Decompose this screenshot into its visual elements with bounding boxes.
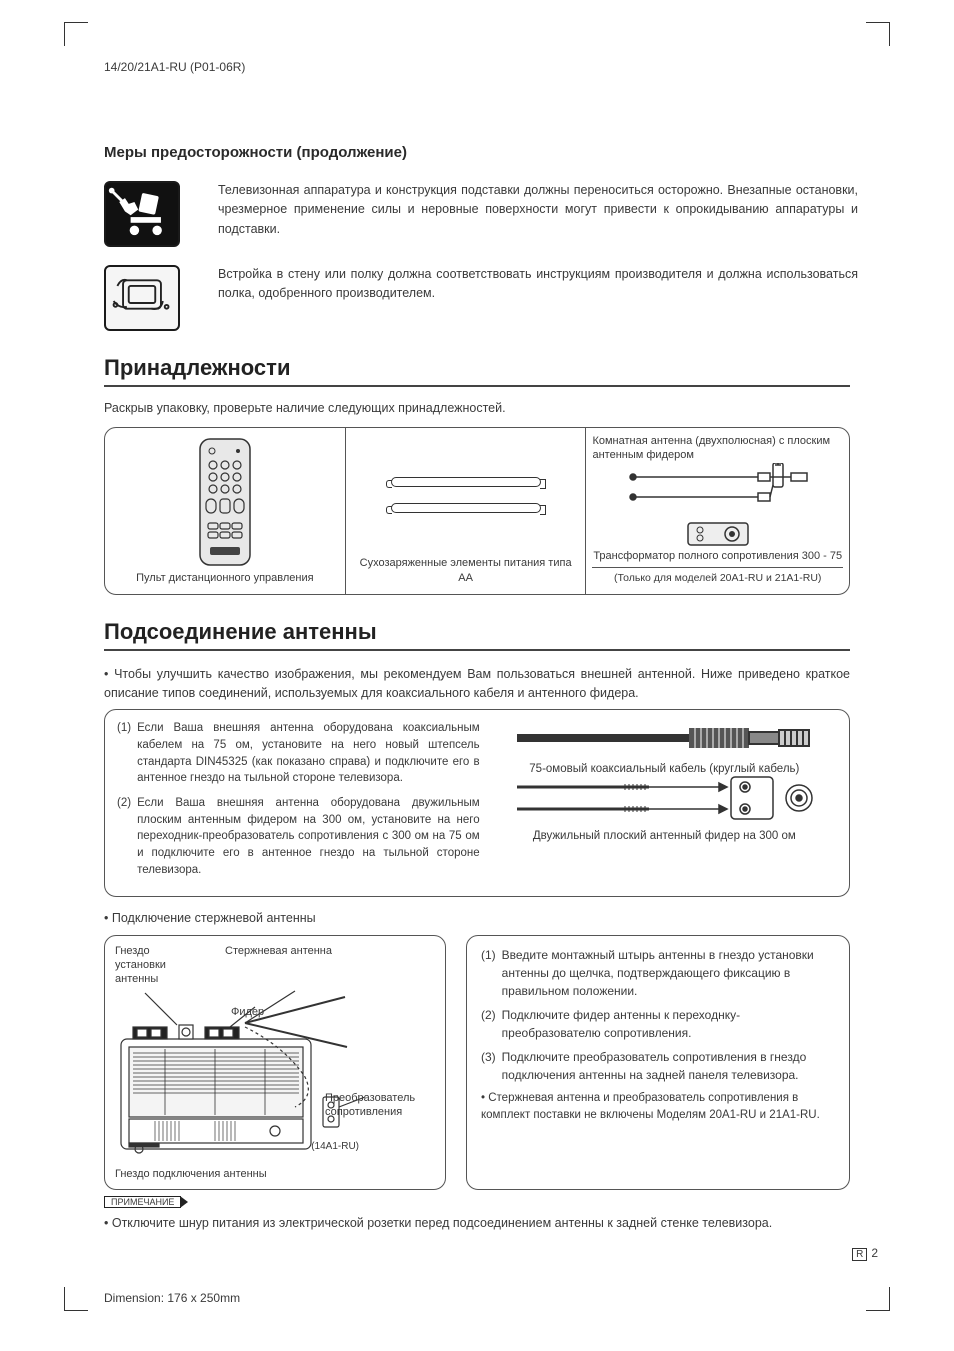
acc-batteries: Сухозаряженные элементы питания типа AA: [345, 428, 586, 594]
label-model: (14A1-RU): [311, 1140, 359, 1153]
warning-text-1: Телевизонная аппаратура и конструкция по…: [218, 181, 858, 239]
cable1-label: 75-омовый коаксиальный кабель (круглый к…: [492, 763, 837, 775]
connection-intro: Чтобы улучшить качество изображения, мы …: [104, 665, 850, 704]
rule-1: [104, 385, 850, 387]
accessories-box: Пульт дистанционного управления Сухозаря…: [104, 427, 850, 595]
acc3-mid: Трансформатор полного сопротивления 300 …: [593, 549, 842, 564]
label-antsock: Гнездо подключения антенны: [115, 1168, 267, 1180]
accessories-intro: Раскрыв упаковку, проверьте наличие след…: [104, 401, 878, 415]
label-feeder: Фидер: [231, 1005, 264, 1019]
step-num: (2): [481, 1006, 496, 1042]
rod-diagram: Гнездо установки антенны Стержневая анте…: [104, 935, 446, 1190]
section-title-precautions: Меры предосторожности (продолжение): [104, 144, 878, 161]
acc1-label: Пульт дистанционного управления: [136, 571, 314, 586]
label-socket: Гнездо установки антенны: [115, 944, 185, 987]
dipole-antenna-icon: [623, 463, 813, 519]
rod-steps: (1) Введите монтажный штырь антенны в гне…: [466, 935, 850, 1190]
rule-2: [104, 649, 850, 651]
flat-feeder-icon: [509, 775, 819, 827]
label-rod: Стержневая антенна: [225, 944, 332, 987]
connection-steps: (1) Если Ваша внешняя антенна оборудована…: [117, 720, 480, 886]
acc3-note: (Только для моделей 20A1-RU и 21A1-RU): [592, 567, 843, 585]
step-num: (3): [481, 1048, 496, 1084]
battery-icon: [391, 503, 541, 513]
rod-antenna-section: Гнездо установки антенны Стержневая анте…: [104, 935, 850, 1190]
warning-text-2: Встройка в стену или полку должна соотве…: [218, 265, 858, 304]
acc2-label: Сухозаряженные элементы питания типа AA: [352, 556, 580, 586]
tipping-cart-icon: [104, 181, 180, 247]
wall-mount-icon: [104, 265, 180, 331]
page-number: R2: [852, 1246, 878, 1261]
step-text: Если Ваша внешняя антенна оборудована дв…: [137, 795, 480, 878]
acc3-top: Комнатная антенна (двухполюсная) с плоск…: [592, 434, 843, 463]
step-text: Подключите преобразователь сопротивления…: [502, 1048, 835, 1084]
step-text: Подключите фидер антенны к переходнку-пр…: [502, 1006, 835, 1042]
step-num: (1): [117, 720, 131, 787]
accessories-heading: Принадлежности: [104, 355, 878, 381]
tv-rear-icon: [115, 987, 435, 1167]
acc-remote: Пульт дистанционного управления: [105, 428, 345, 594]
step-num: (1): [481, 946, 496, 1000]
warning-row-2: Встройка в стену или полку должна соотве…: [104, 265, 878, 331]
cable2-label: Двужильный плоский антенный фидер на 300…: [492, 830, 837, 842]
rod-note: Стержневая антенна и преобразователь соп…: [481, 1090, 835, 1125]
header-code: 14/20/21A1-RU (P01-06R): [104, 60, 878, 74]
coax-cable-icon: [509, 720, 819, 760]
transformer-icon: [686, 521, 750, 547]
note-chip: ПРИМЕЧАНИЕ: [104, 1196, 181, 1208]
step-num: (2): [117, 795, 131, 878]
step-text: Введите монтажный штырь антенны в гнездо…: [502, 946, 835, 1000]
footer-note: Отключите шнур питания из электрической …: [104, 1214, 850, 1233]
acc-antenna: Комнатная антенна (двухполюсная) с плоск…: [585, 428, 849, 594]
connection-heading: Подсоединение антенны: [104, 619, 878, 645]
rod-intro: Подключение стержневой антенны: [104, 909, 850, 928]
warning-row-1: Телевизонная аппаратура и конструкция по…: [104, 181, 878, 247]
step-text: Если Ваша внешняя антенна оборудована ко…: [137, 720, 480, 787]
connection-box: (1) Если Ваша внешняя антенна оборудована…: [104, 709, 850, 897]
connection-diagrams: 75-омовый коаксиальный кабель (круглый к…: [492, 720, 837, 886]
battery-icon: [391, 477, 541, 487]
dimension-note: Dimension: 176 x 250mm: [104, 1291, 240, 1305]
label-converter: Преобразователь сопротивления: [325, 1091, 435, 1120]
